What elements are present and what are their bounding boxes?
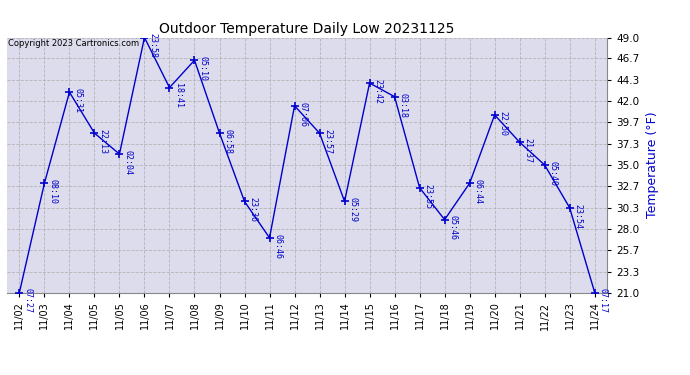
- Text: 07:27: 07:27: [23, 288, 32, 314]
- Text: 22:13: 22:13: [99, 129, 108, 154]
- Text: 23:57: 23:57: [324, 129, 333, 154]
- Text: 05:46: 05:46: [448, 216, 457, 240]
- Text: 05:31: 05:31: [74, 88, 83, 113]
- Text: 23:54: 23:54: [574, 204, 583, 229]
- Y-axis label: Temperature (°F): Temperature (°F): [647, 112, 660, 218]
- Text: 05:40: 05:40: [549, 161, 558, 186]
- Text: 07:17: 07:17: [599, 288, 608, 314]
- Text: 23:58: 23:58: [148, 33, 157, 58]
- Text: 05:29: 05:29: [348, 197, 357, 222]
- Text: 07:06: 07:06: [299, 102, 308, 127]
- Text: 08:10: 08:10: [48, 179, 57, 204]
- Text: 06:46: 06:46: [274, 234, 283, 259]
- Text: 06:58: 06:58: [224, 129, 233, 154]
- Text: 23:36: 23:36: [248, 197, 257, 222]
- Text: 23:55: 23:55: [424, 184, 433, 209]
- Text: 03:18: 03:18: [399, 93, 408, 117]
- Text: 18:41: 18:41: [174, 83, 183, 108]
- Text: 05:10: 05:10: [199, 56, 208, 81]
- Text: Copyright 2023 Cartronics.com: Copyright 2023 Cartronics.com: [8, 39, 139, 48]
- Text: 21:37: 21:37: [524, 138, 533, 163]
- Text: 23:42: 23:42: [374, 79, 383, 104]
- Text: 02:04: 02:04: [124, 150, 132, 175]
- Text: 06:44: 06:44: [474, 179, 483, 204]
- Title: Outdoor Temperature Daily Low 20231125: Outdoor Temperature Daily Low 20231125: [159, 22, 455, 36]
- Text: 22:50: 22:50: [499, 111, 508, 136]
